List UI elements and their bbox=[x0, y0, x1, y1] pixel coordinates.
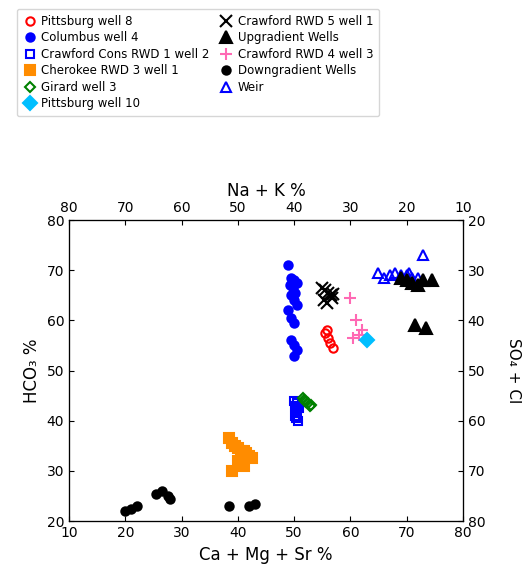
Y-axis label: HCO₃ %: HCO₃ % bbox=[23, 338, 41, 403]
X-axis label: Na + K %: Na + K % bbox=[227, 182, 305, 200]
Y-axis label: SO₄ + Cl: SO₄ + Cl bbox=[506, 338, 521, 403]
Legend: Pittsburg well 8, Columbus well 4, Crawford Cons RWD 1 well 2, Cherokee RWD 3 we: Pittsburg well 8, Columbus well 4, Crawf… bbox=[16, 9, 379, 116]
X-axis label: Ca + Mg + Sr %: Ca + Mg + Sr % bbox=[200, 545, 332, 563]
